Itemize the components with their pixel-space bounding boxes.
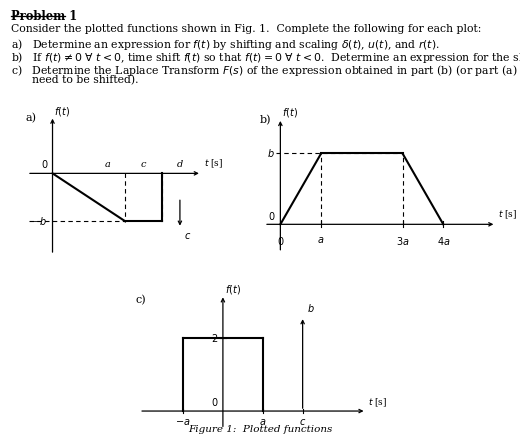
Text: Problem 1: Problem 1 <box>11 10 77 23</box>
Text: a): a) <box>25 113 36 124</box>
Text: $0$: $0$ <box>277 235 284 247</box>
Text: $f(t)$: $f(t)$ <box>54 105 70 118</box>
Text: c): c) <box>135 294 146 305</box>
Text: $4a$: $4a$ <box>436 235 450 247</box>
Text: $t$ [s]: $t$ [s] <box>368 397 388 409</box>
Text: $b$: $b$ <box>307 302 315 314</box>
Text: $0$: $0$ <box>268 210 276 222</box>
Text: b): b) <box>260 115 271 125</box>
Text: $-a$: $-a$ <box>175 416 191 427</box>
Text: $a$: $a$ <box>259 416 266 427</box>
Text: Figure 1:  Plotted functions: Figure 1: Plotted functions <box>188 425 332 434</box>
Text: $0$: $0$ <box>41 158 48 170</box>
Text: $t$ [s]: $t$ [s] <box>204 158 223 170</box>
Text: c: c <box>141 159 146 169</box>
Text: $b$: $b$ <box>267 147 274 159</box>
Text: d: d <box>177 159 183 169</box>
Text: a)   Determine an expression for $f(t)$ by shifting and scaling $\delta(t)$, $u(: a) Determine an expression for $f(t)$ by… <box>11 37 440 52</box>
Text: c)   Determine the Laplace Transform $F(s)$ of the expression obtained in part (: c) Determine the Laplace Transform $F(s)… <box>11 63 520 78</box>
Text: b)   If $f(t) \neq 0\ \forall\ t < 0$, time shift $f(t)$ so that $f(t) = 0\ \for: b) If $f(t) \neq 0\ \forall\ t < 0$, tim… <box>11 50 520 65</box>
Text: $t$ [s]: $t$ [s] <box>498 209 517 222</box>
Text: $f(t)$: $f(t)$ <box>282 107 298 119</box>
Text: $-b$: $-b$ <box>31 215 47 227</box>
Text: $c$: $c$ <box>299 416 306 427</box>
Text: a: a <box>104 159 110 169</box>
Text: $2$: $2$ <box>211 332 218 344</box>
Text: need to be shifted).: need to be shifted). <box>11 75 139 85</box>
Text: $c$: $c$ <box>184 231 191 241</box>
Text: Consider the plotted functions shown in Fig. 1.  Complete the following for each: Consider the plotted functions shown in … <box>11 24 482 35</box>
Text: $a$: $a$ <box>317 235 325 245</box>
Text: $0$: $0$ <box>211 396 218 408</box>
Text: $3a$: $3a$ <box>396 235 409 247</box>
Text: $f(t)$: $f(t)$ <box>225 283 241 296</box>
